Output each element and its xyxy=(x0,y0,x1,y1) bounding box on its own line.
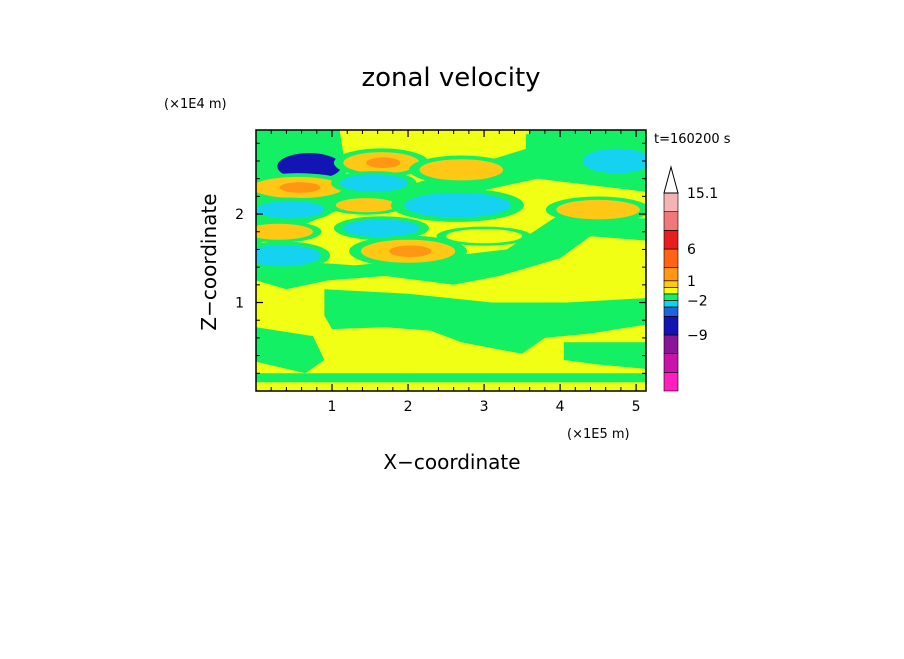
x-scale-label: (×1E5 m) xyxy=(567,427,630,442)
feature-12 xyxy=(446,229,523,244)
feature-4 xyxy=(256,245,321,267)
feature-13 xyxy=(582,148,646,174)
x-tick-label-1: 2 xyxy=(404,399,413,415)
colorbar-segment-13 xyxy=(663,192,679,212)
colorbar-segment-3 xyxy=(663,315,679,336)
y-tick-label-0: 1 xyxy=(235,296,244,312)
colorbar-segment-1 xyxy=(663,353,679,373)
green-region-0 xyxy=(256,130,646,245)
feature-core-5 xyxy=(366,157,401,169)
x-axis-label: X−coordinate xyxy=(383,450,520,474)
y-axis-label: Z−coordinate xyxy=(197,193,221,330)
colorbar-label-4: −9 xyxy=(687,328,708,344)
colorbar: 15.1 6 1 −2 −9 xyxy=(663,165,718,392)
feature-10 xyxy=(343,219,420,238)
colorbar-segment-9 xyxy=(663,267,679,282)
colorbar-label-3: −2 xyxy=(687,293,708,309)
time-label: t=160200 s xyxy=(654,132,731,147)
plot-frame xyxy=(255,129,647,392)
colorbar-segment-4 xyxy=(663,306,679,317)
colorbar-arrow xyxy=(663,165,679,194)
green-region-5 xyxy=(256,373,646,383)
green-region-4 xyxy=(563,342,646,369)
colorbar-segment-12 xyxy=(663,211,679,231)
feature-9 xyxy=(404,192,511,218)
feature-core-1 xyxy=(279,182,321,193)
feature-8 xyxy=(335,198,397,213)
x-tick-label-0: 1 xyxy=(328,399,337,415)
feature-14 xyxy=(556,199,640,220)
colorbar-segment-10 xyxy=(663,248,679,269)
feature-core-0 xyxy=(288,158,330,175)
colorbar-label-2: 1 xyxy=(687,274,696,290)
y-tick-label-1: 2 xyxy=(235,207,244,223)
feature-core-11 xyxy=(389,245,432,257)
feature-6 xyxy=(419,159,504,181)
feature-2 xyxy=(256,200,325,219)
green-region-3 xyxy=(256,327,325,374)
x-tick-label-3: 4 xyxy=(556,399,565,415)
feature-3 xyxy=(256,223,314,240)
contour-field xyxy=(256,130,646,391)
x-tick-label-4: 5 xyxy=(632,399,641,415)
axis-ticks: 1 2 3 4 5 1 2 xyxy=(235,130,646,415)
colorbar-label-1: 6 xyxy=(687,242,696,258)
colorbar-segment-2 xyxy=(663,334,679,354)
colorbar-segment-11 xyxy=(663,230,679,250)
colorbar-label-0: 15.1 xyxy=(687,186,718,202)
green-region-2 xyxy=(324,289,646,354)
green-region-6 xyxy=(525,130,553,153)
chart-title: zonal velocity xyxy=(361,63,540,93)
colorbar-segment-0 xyxy=(663,372,679,392)
colorbar-segment-6 xyxy=(663,293,679,301)
colorbar-segment-5 xyxy=(663,300,679,308)
x-tick-label-2: 3 xyxy=(480,399,489,415)
colorbar-segment-8 xyxy=(663,280,679,288)
green-region-1 xyxy=(256,214,646,290)
feature-7 xyxy=(339,174,409,192)
colorbar-segment-7 xyxy=(663,287,679,295)
y-scale-label: (×1E4 m) xyxy=(164,97,227,112)
